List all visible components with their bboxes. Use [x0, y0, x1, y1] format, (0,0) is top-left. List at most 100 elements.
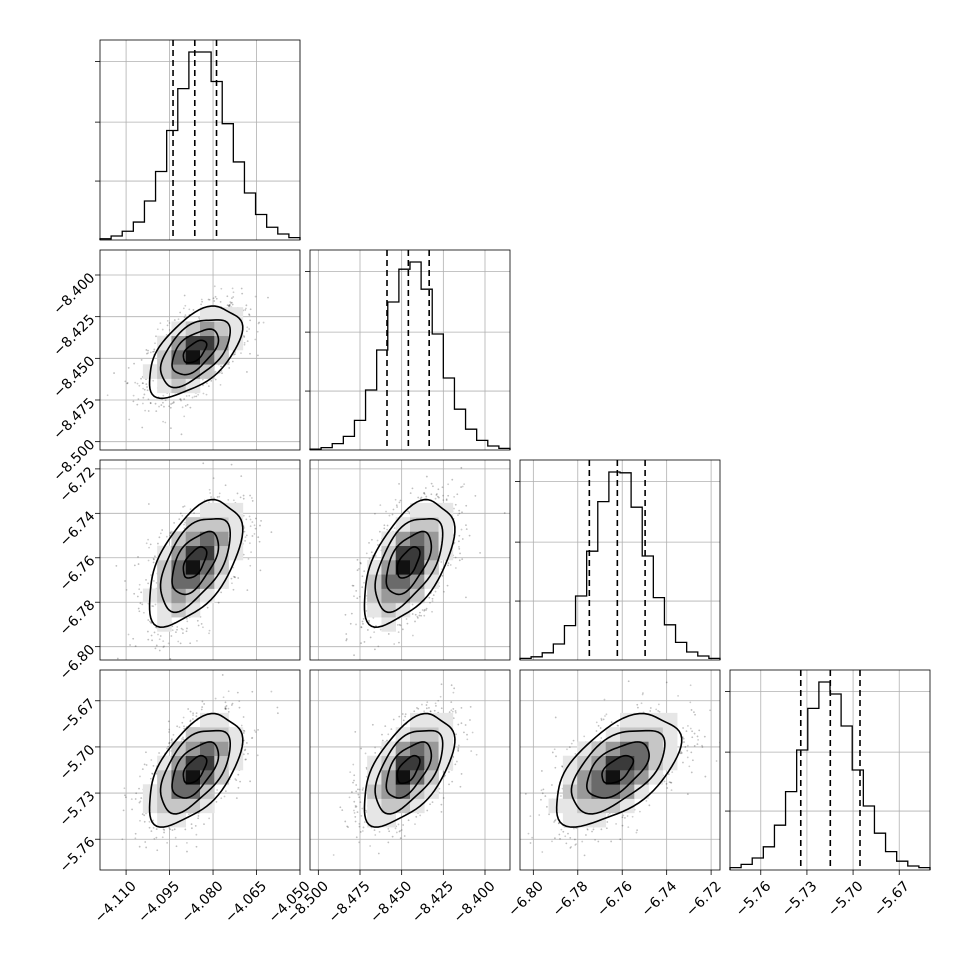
density-cell	[395, 770, 411, 785]
sample-point	[187, 708, 190, 710]
density-cell	[577, 798, 592, 814]
sample-point	[435, 704, 437, 707]
density-cell	[157, 545, 172, 561]
sample-point	[670, 781, 673, 784]
sample-point	[132, 400, 135, 403]
sample-point	[393, 643, 396, 645]
sample-point	[445, 498, 448, 501]
sample-point	[260, 519, 262, 522]
sample-point	[381, 733, 383, 736]
sample-point	[421, 609, 424, 611]
sample-point	[208, 488, 211, 491]
sample-point	[197, 393, 200, 396]
sample-point	[600, 737, 603, 739]
sample-point	[411, 613, 414, 615]
density-cells-2-0	[142, 502, 244, 632]
sample-point	[431, 600, 434, 602]
sample-point	[254, 731, 257, 733]
sample-point	[369, 845, 372, 847]
histogram-1	[309, 261, 511, 450]
sample-point	[401, 628, 404, 631]
scatter-panel-2-0	[99, 459, 301, 661]
sample-point	[162, 640, 165, 643]
sample-point	[356, 811, 359, 814]
sample-point	[667, 773, 670, 776]
sample-point	[140, 377, 142, 380]
sample-point	[387, 633, 390, 635]
sample-point	[168, 742, 170, 745]
sample-point	[453, 495, 456, 498]
sample-point	[230, 297, 233, 300]
sample-point	[124, 580, 126, 582]
sample-point	[468, 534, 471, 537]
sample-point	[242, 553, 245, 556]
sample-point	[106, 394, 109, 397]
sample-point	[142, 396, 145, 399]
sample-point	[148, 820, 151, 823]
sample-point	[344, 613, 347, 616]
sample-point	[258, 540, 261, 543]
sample-point	[165, 535, 168, 538]
sample-point	[447, 562, 450, 565]
sample-point	[208, 501, 210, 504]
sample-point	[227, 305, 230, 307]
sample-point	[595, 730, 598, 732]
density-cell	[634, 727, 649, 742]
density-cell	[424, 545, 439, 561]
sample-point	[214, 378, 217, 381]
sample-point	[586, 828, 589, 831]
density-cell	[185, 560, 201, 575]
density-cell	[381, 574, 397, 589]
sample-point	[352, 763, 355, 766]
sample-point	[141, 813, 144, 816]
sample-point	[655, 708, 658, 711]
sample-point	[162, 394, 165, 397]
sample-point	[679, 752, 682, 755]
contour-3-0-1	[171, 741, 220, 799]
sample-point	[407, 819, 410, 822]
sample-point	[189, 508, 192, 511]
sample-point	[231, 702, 234, 705]
sample-point	[414, 823, 416, 826]
sample-point	[395, 504, 398, 507]
sample-point	[221, 674, 224, 676]
sample-point	[594, 838, 596, 841]
density-cell	[438, 712, 454, 728]
density-cell	[367, 812, 382, 828]
density-cell	[200, 350, 215, 365]
sample-point	[253, 533, 256, 535]
sample-point	[457, 744, 460, 747]
sample-point	[256, 330, 259, 333]
sample-point	[604, 715, 606, 717]
sample-point	[353, 809, 355, 812]
panel-frame-3-0	[99, 669, 301, 871]
density-cell	[424, 727, 439, 742]
sample-point	[146, 386, 148, 388]
sample-point	[216, 789, 219, 791]
sample-point	[150, 634, 153, 637]
sample-point	[690, 709, 693, 711]
sample-point	[379, 628, 382, 631]
sample-point	[564, 835, 567, 838]
ytick-label-3-0: −5.76	[57, 834, 99, 876]
sample-point	[393, 527, 396, 530]
sample-point	[466, 738, 469, 741]
contour-1-0-2	[159, 319, 232, 389]
sample-point	[349, 622, 352, 625]
sample-point	[191, 718, 194, 720]
sample-point	[529, 842, 532, 844]
sample-point	[231, 287, 234, 290]
sample-point	[195, 715, 198, 718]
sample-point	[365, 610, 368, 612]
ytick-label-1-4: −8.400	[50, 270, 98, 318]
sample-point	[243, 342, 246, 344]
sample-point	[153, 348, 156, 351]
sample-point	[464, 724, 467, 726]
sample-point	[445, 499, 448, 502]
sample-point	[224, 707, 227, 710]
sample-point	[165, 334, 168, 336]
panel-frame-2-1	[309, 459, 511, 661]
sample-point	[245, 534, 248, 537]
sample-point	[146, 630, 149, 633]
sample-point	[206, 382, 208, 385]
